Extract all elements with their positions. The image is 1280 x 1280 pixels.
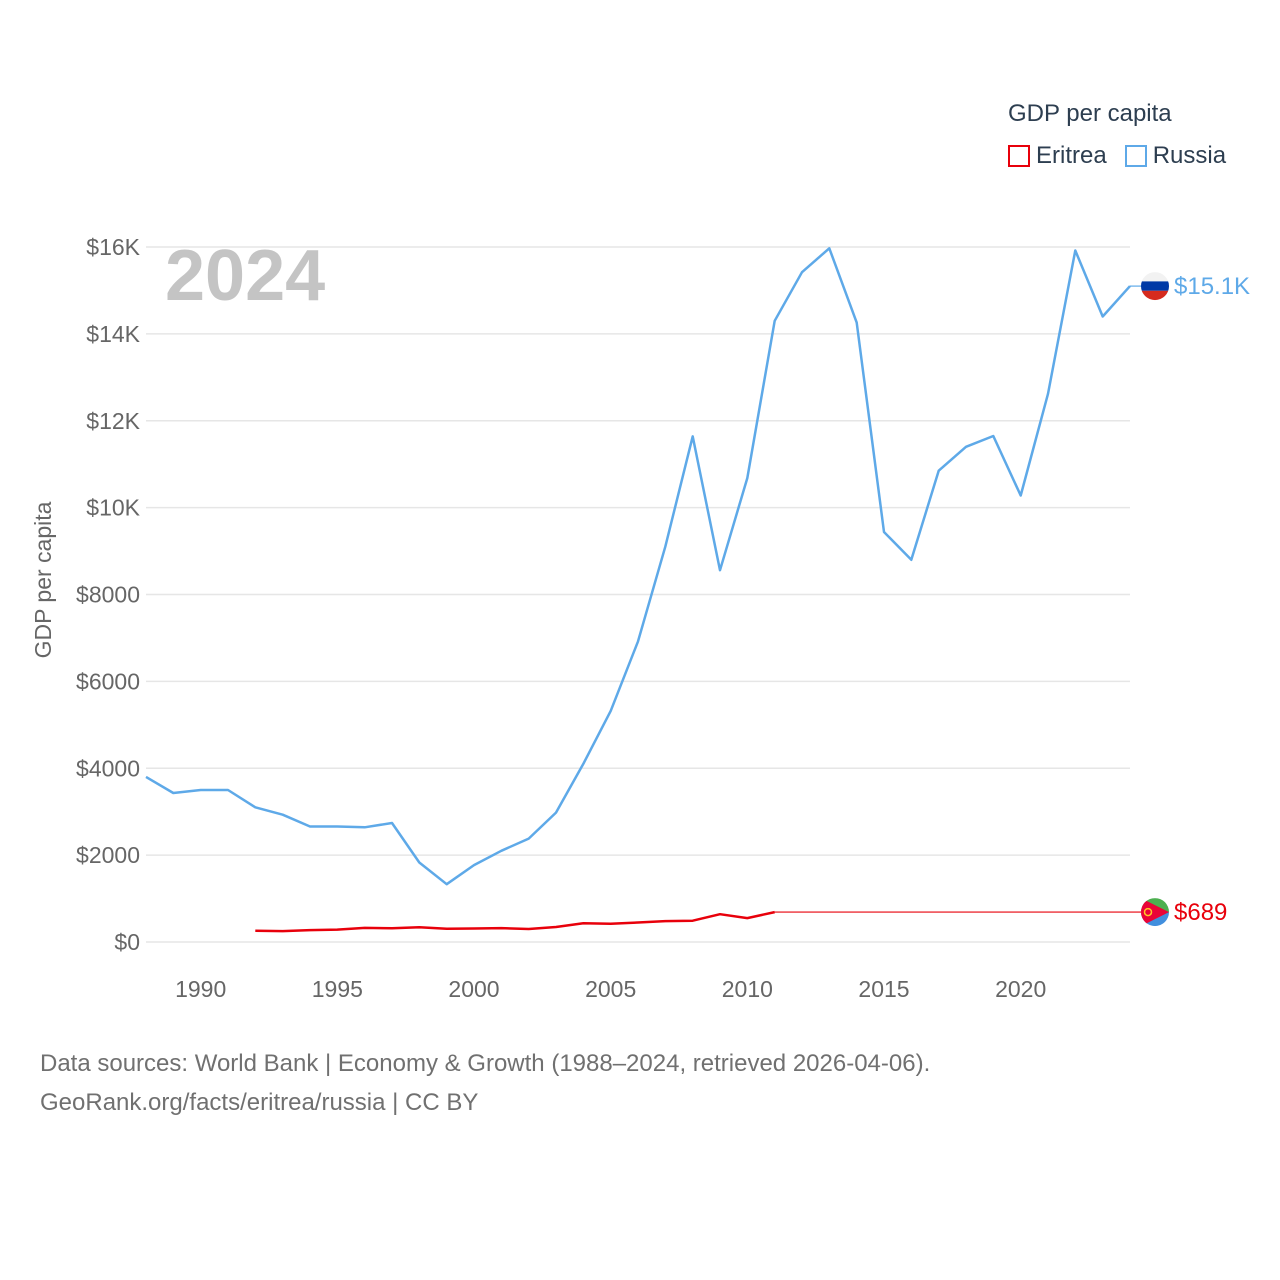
y-tick-label: $10K: [86, 495, 140, 521]
x-tick-label: 2020: [995, 976, 1046, 1002]
source-line-1: Data sources: World Bank | Economy & Gro…: [40, 1050, 931, 1077]
x-tick-label: 1990: [175, 976, 226, 1002]
y-axis-ticks: $0 $2000 $4000 $6000 $8000 $10K $12K $14K $16K: [76, 234, 141, 955]
legend-title: GDP per capita: [1008, 100, 1172, 127]
gridlines: [146, 246, 1130, 943]
x-tick-label: 1995: [312, 976, 363, 1002]
y-tick-label: $8000: [76, 582, 140, 608]
source-note: Data sources: World Bank | Economy & Gro…: [40, 1044, 930, 1122]
end-labels: $689 $15.1K: [774, 272, 1250, 927]
source-line-2[interactable]: GeoRank.org/facts/eritrea/russia | CC BY: [40, 1089, 479, 1116]
y-tick-label: $0: [114, 929, 140, 955]
year-watermark: 2024: [165, 236, 325, 316]
legend-item-russia[interactable]: Russia: [1124, 142, 1227, 170]
series-line-russia[interactable]: [145, 247, 1131, 886]
series-line-eritrea[interactable]: [255, 910, 775, 933]
legend-label-eritrea: Eritrea: [1036, 142, 1107, 169]
legend: GDP per capita Eritrea Russia: [1008, 100, 1226, 170]
legend-label-russia: Russia: [1152, 142, 1227, 169]
y-tick-label: $12K: [86, 408, 140, 434]
eritrea-flag-icon: [1141, 898, 1169, 927]
y-tick-label: $6000: [76, 668, 140, 694]
y-axis-title: GDP per capita: [30, 501, 56, 658]
x-tick-label: 2015: [858, 976, 909, 1002]
x-tick-label: 2000: [448, 976, 499, 1002]
y-tick-label: $14K: [86, 321, 140, 347]
x-axis-ticks: 1990 1995 2000 2005 2010 2015 2020: [175, 976, 1046, 1002]
legend-item-eritrea[interactable]: Eritrea: [1008, 142, 1107, 170]
x-tick-label: 2005: [585, 976, 636, 1002]
y-tick-label: $4000: [76, 755, 140, 781]
x-tick-label: 2010: [722, 976, 773, 1002]
legend-swatch-russia: [1124, 145, 1147, 167]
end-label-eritrea: $689: [1174, 899, 1227, 926]
y-tick-label: $16K: [86, 234, 140, 260]
legend-swatch-eritrea: [1008, 145, 1030, 167]
russia-flag-icon: [1141, 272, 1169, 301]
series-lines: [145, 247, 1131, 933]
y-tick-label: $2000: [76, 842, 140, 868]
end-label-russia: $15.1K: [1174, 273, 1250, 300]
